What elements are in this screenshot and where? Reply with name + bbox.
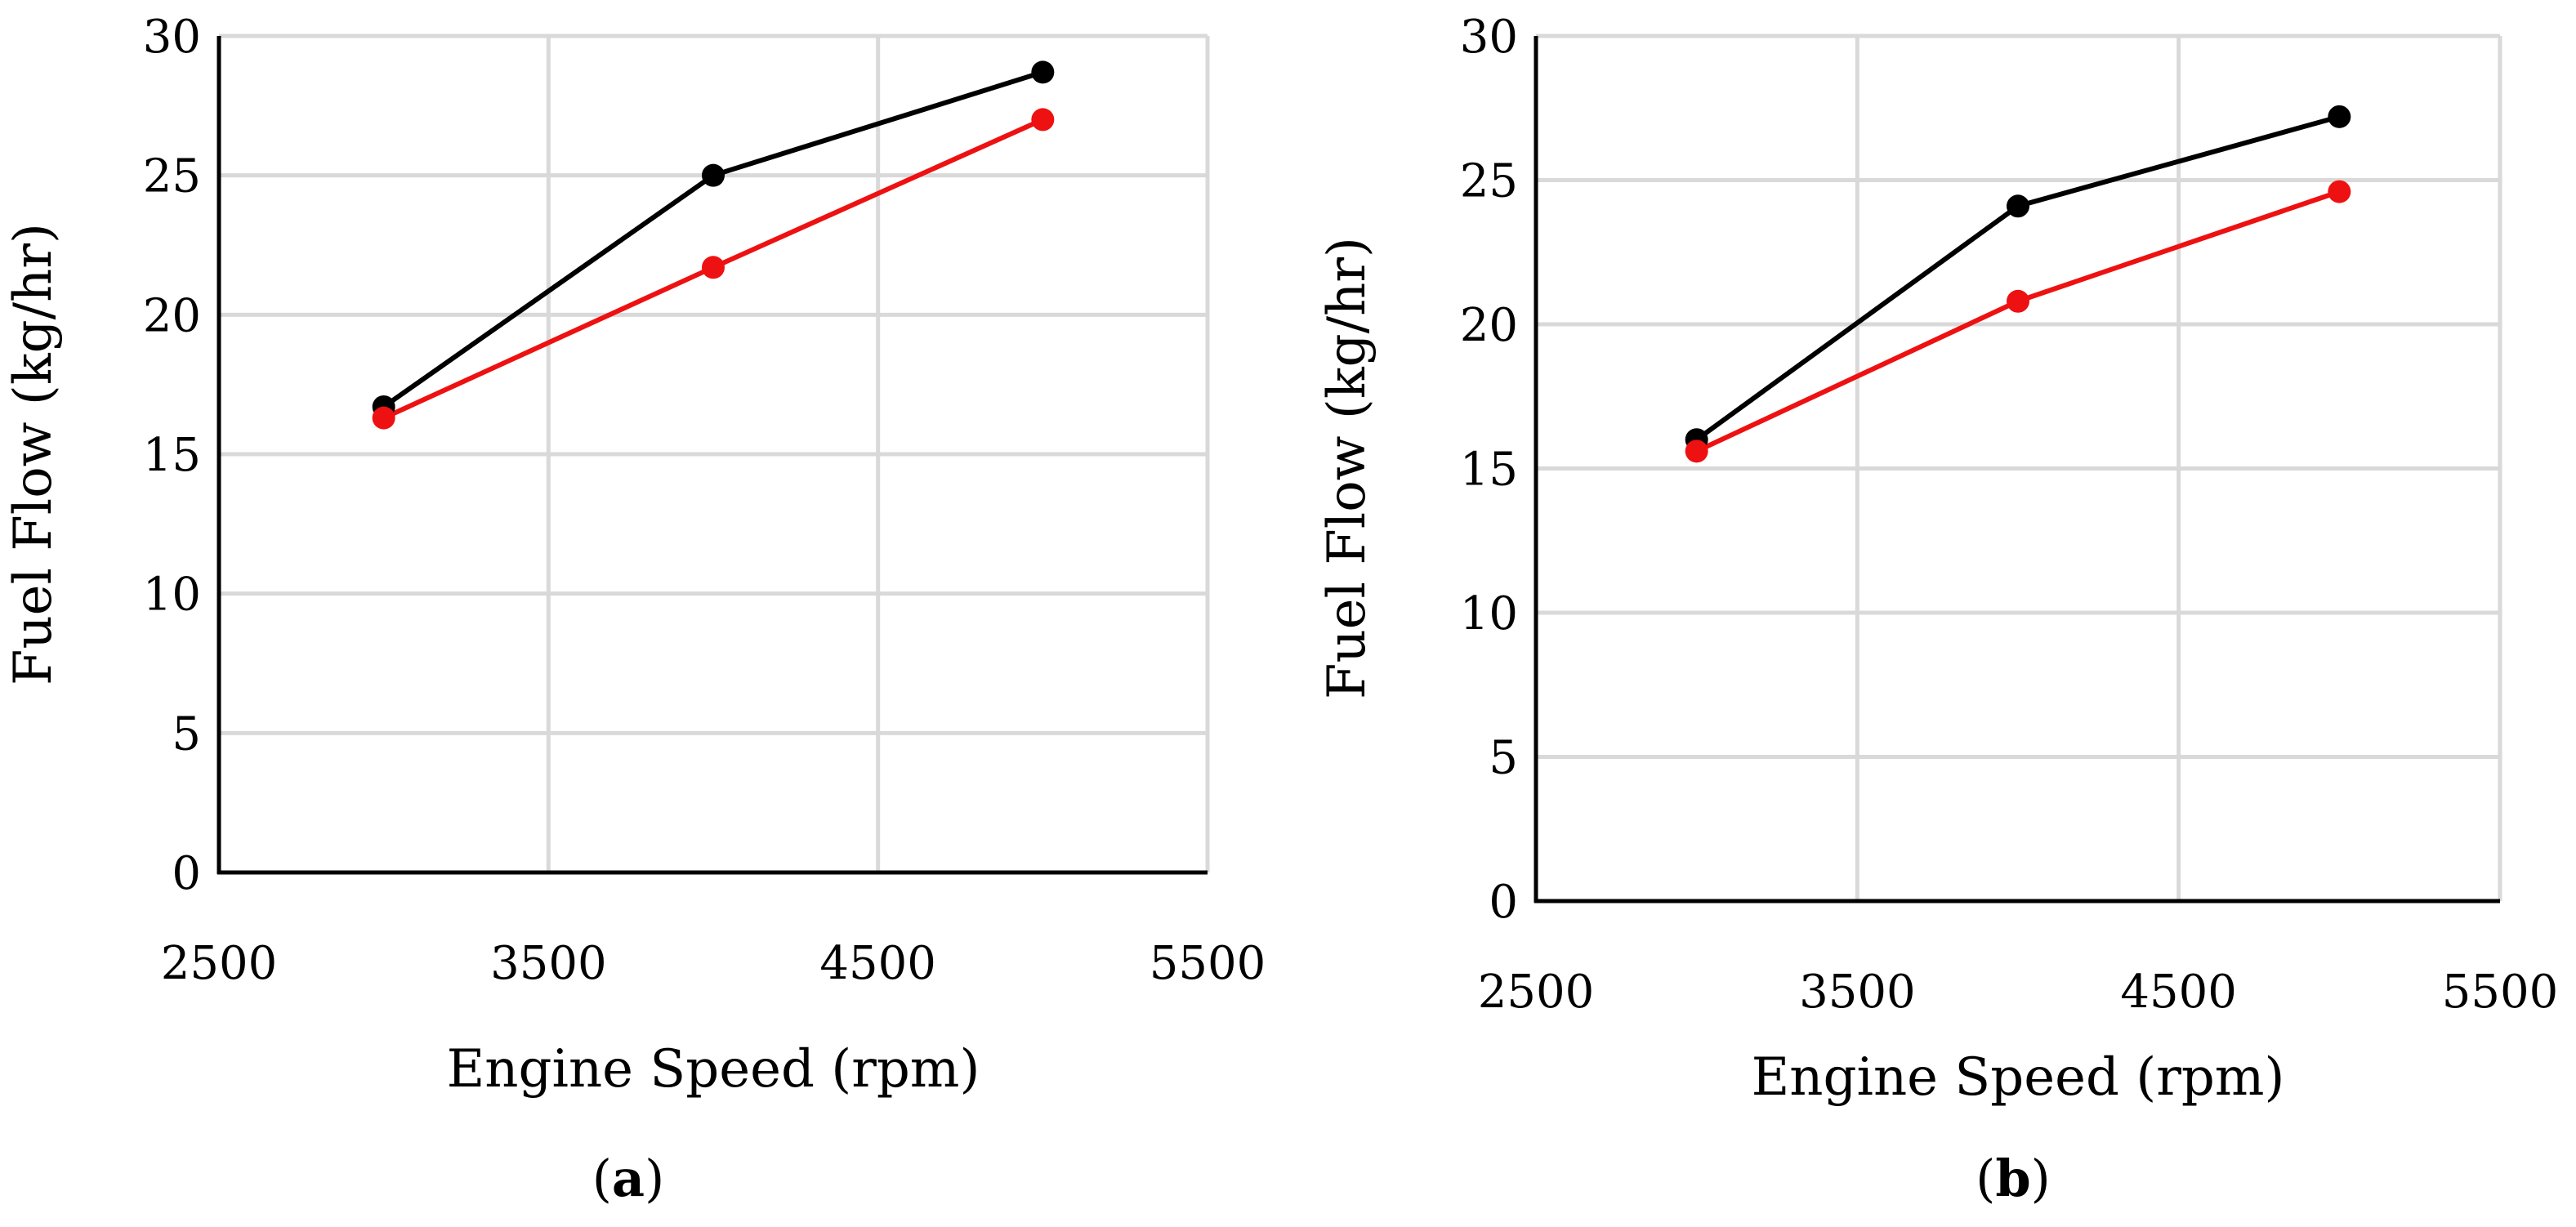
data-point: [2007, 289, 2029, 313]
x-tick-label: 3500: [490, 937, 607, 990]
series-line: [382, 69, 1044, 409]
panel-label: (b): [1976, 1149, 2051, 1208]
y-tick-label: 25: [1460, 155, 1518, 208]
data-point: [1685, 439, 1708, 463]
y-tick-label: 15: [1460, 444, 1518, 497]
y-axis-title: Fuel Flow (kg/hr): [3, 223, 64, 685]
series-line: [1694, 114, 2341, 442]
y-tick-label: 30: [1460, 11, 1518, 64]
data-point: [702, 163, 725, 187]
data-point: [1031, 108, 1055, 132]
data-point: [372, 406, 395, 430]
y-axis-title: Fuel Flow (kg/hr): [1317, 237, 1377, 699]
x-axis-title: Engine Speed (rpm): [447, 1039, 980, 1100]
data-point: [702, 256, 725, 279]
chart-panel-b: 0 5 10 15 20 25 30 2500 3500 4500 5500 Engine Speed…: [1317, 11, 2558, 1208]
x-tick-label: 2500: [1478, 966, 1595, 1019]
data-point: [1031, 60, 1055, 84]
x-tick-label: 3500: [1799, 966, 1916, 1019]
data-point: [2328, 105, 2351, 128]
y-tick-label: 10: [1460, 587, 1518, 640]
y-tick-label: 10: [143, 569, 201, 622]
x-axis-title: Engine Speed (rpm): [1752, 1047, 2285, 1108]
x-tick-label: 4500: [819, 937, 936, 990]
panel-label: (a): [592, 1149, 665, 1208]
y-tick-label: 20: [143, 289, 201, 342]
y-tick-label: 20: [1460, 299, 1518, 352]
x-tick-label: 2500: [161, 937, 278, 990]
data-point: [2328, 180, 2351, 203]
y-tick-label: 0: [1489, 876, 1518, 929]
y-tick-label: 0: [172, 847, 201, 900]
data-point: [2007, 194, 2029, 218]
y-tick-label: 30: [143, 11, 201, 64]
y-tick-label: 5: [172, 707, 201, 761]
x-tick-label: 4500: [2120, 966, 2237, 1019]
chart-panel-a: 0 5 10 15 20 25 30 2500 3500 4500 5500 Engine Speed…: [3, 11, 1266, 1208]
x-tick-label: 5500: [1150, 937, 1266, 990]
series-line: [1695, 189, 2341, 454]
x-tick-label: 5500: [2442, 966, 2559, 1019]
y-tick-label: 25: [143, 150, 201, 203]
y-tick-label: 15: [143, 429, 201, 482]
y-tick-label: 5: [1489, 732, 1518, 785]
